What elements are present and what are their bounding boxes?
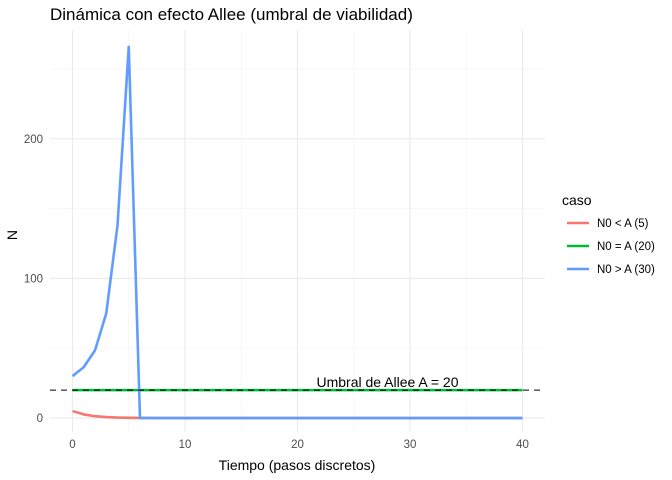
chart-title: Dinámica con efecto Allee (umbral de via… [50,5,413,24]
x-tick-label: 30 [404,439,417,451]
threshold-annotation: Umbral de Allee A = 20 [316,374,458,390]
legend-title: caso [562,192,592,208]
legend-label-1: N0 < A (5) [597,218,649,230]
tick-layer: 0 10 20 30 40 0 100 200 [24,134,529,451]
x-axis-title: Tiempo (pasos discretos) [219,457,376,473]
legend: caso N0 < A (5) N0 = A (20) N0 > A (30) [562,192,655,276]
grid [50,30,545,432]
series-line-3 [71,45,523,420]
legend-label-3: N0 > A (30) [597,264,655,276]
x-tick-label: 0 [69,439,75,451]
x-tick-label: 40 [516,439,529,451]
x-tick-label: 10 [179,439,192,451]
threshold-layer: Umbral de Allee A = 20 [50,374,545,391]
x-tick-label: 20 [291,439,304,451]
legend-label-2: N0 = A (20) [597,241,655,253]
y-axis-title: N [4,230,20,240]
y-tick-label: 0 [37,413,43,425]
y-tick-label: 100 [24,273,43,285]
y-tick-label: 200 [24,134,43,146]
